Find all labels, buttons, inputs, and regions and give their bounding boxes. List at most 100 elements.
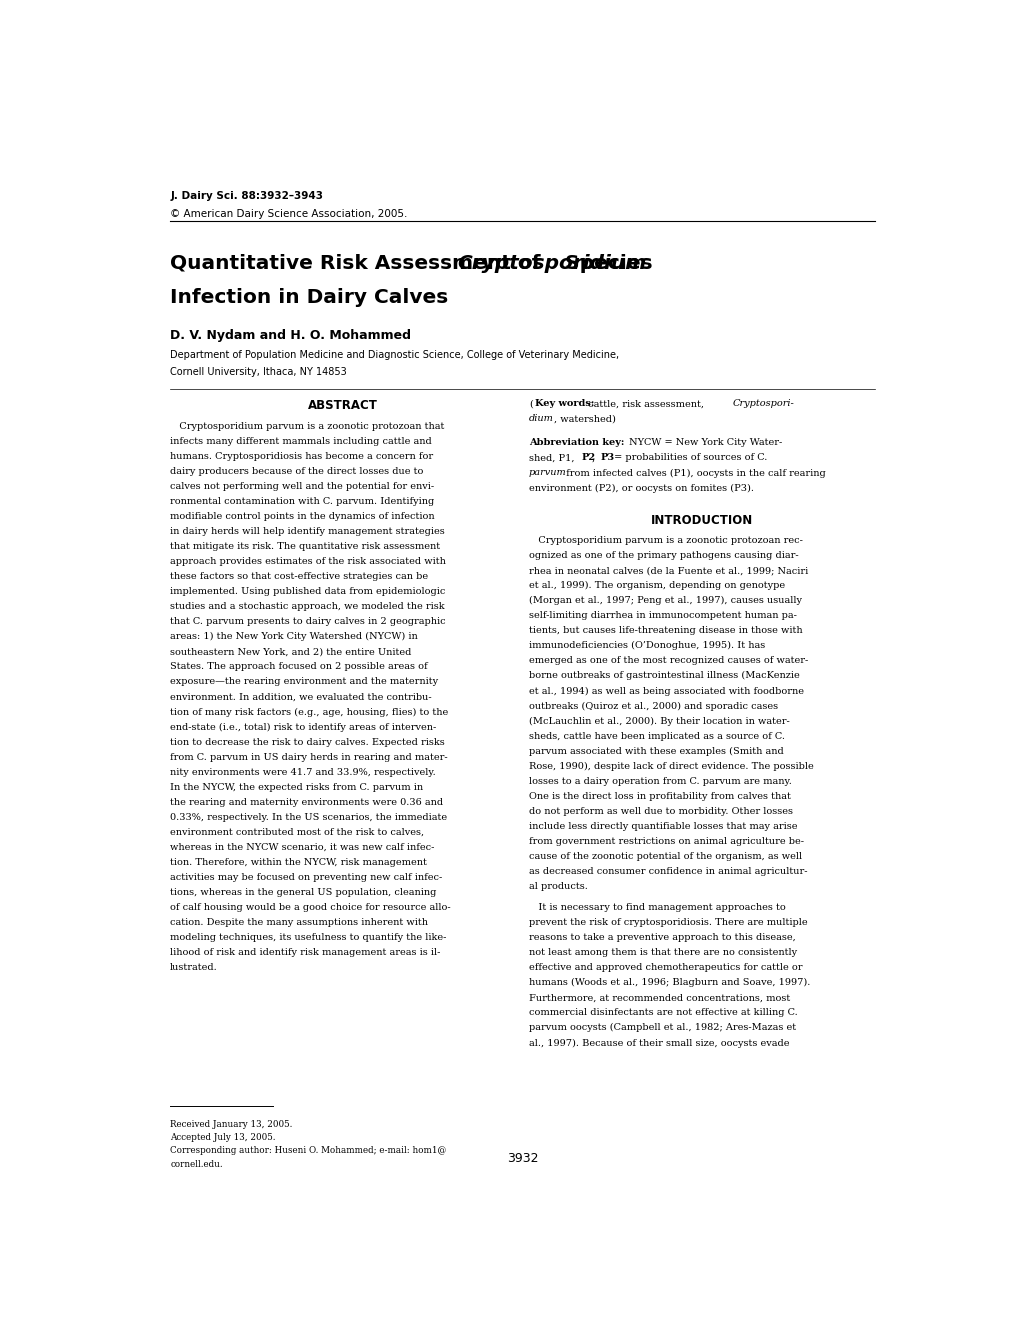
Text: cation. Despite the many assumptions inherent with: cation. Despite the many assumptions inh… [170, 917, 428, 927]
Text: INTRODUCTION: INTRODUCTION [650, 513, 753, 527]
Text: P2: P2 [581, 454, 595, 462]
Text: States. The approach focused on 2 possible areas of: States. The approach focused on 2 possib… [170, 663, 427, 672]
Text: emerged as one of the most recognized causes of water-: emerged as one of the most recognized ca… [529, 656, 807, 665]
Text: environment. In addition, we evaluated the contribu-: environment. In addition, we evaluated t… [170, 693, 431, 701]
Text: (McLauchlin et al., 2000). By their location in water-: (McLauchlin et al., 2000). By their loca… [529, 717, 789, 726]
Text: Cornell University, Ithaca, NY 14853: Cornell University, Ithaca, NY 14853 [170, 367, 346, 376]
Text: parvum associated with these examples (Smith and: parvum associated with these examples (S… [529, 747, 783, 755]
Text: calves not performing well and the potential for envi-: calves not performing well and the poten… [170, 482, 434, 491]
Text: al., 1997). Because of their small size, oocysts evade: al., 1997). Because of their small size,… [529, 1039, 789, 1048]
Text: Corresponding author: Huseni O. Mohammed; e-mail: hom1@: Corresponding author: Huseni O. Mohammed… [170, 1146, 446, 1155]
Text: end-state (i.e., total) risk to identify areas of interven-: end-state (i.e., total) risk to identify… [170, 722, 436, 731]
Text: Rose, 1990), despite lack of direct evidence. The possible: Rose, 1990), despite lack of direct evid… [529, 762, 813, 771]
Text: rhea in neonatal calves (de la Fuente et al., 1999; Naciri: rhea in neonatal calves (de la Fuente et… [529, 566, 807, 576]
Text: of calf housing would be a good choice for resource allo-: of calf housing would be a good choice f… [170, 903, 450, 912]
Text: tion of many risk factors (e.g., age, housing, flies) to the: tion of many risk factors (e.g., age, ho… [170, 708, 448, 717]
Text: parvum oocysts (Campbell et al., 1982; Ares-Mazas et: parvum oocysts (Campbell et al., 1982; A… [529, 1023, 796, 1032]
Text: from government restrictions on animal agriculture be-: from government restrictions on animal a… [529, 837, 803, 846]
Text: 0.33%, respectively. In the US scenarios, the immediate: 0.33%, respectively. In the US scenarios… [170, 813, 447, 822]
Text: infects many different mammals including cattle and: infects many different mammals including… [170, 437, 431, 446]
Text: that mitigate its risk. The quantitative risk assessment: that mitigate its risk. The quantitative… [170, 543, 440, 550]
Text: D. V. Nydam and H. O. Mohammed: D. V. Nydam and H. O. Mohammed [170, 329, 411, 342]
Text: modeling techniques, its usefulness to quantify the like-: modeling techniques, its usefulness to q… [170, 933, 446, 942]
Text: It is necessary to find management approaches to: It is necessary to find management appro… [529, 903, 785, 912]
Text: commercial disinfectants are not effective at killing C.: commercial disinfectants are not effecti… [529, 1008, 797, 1018]
Text: include less directly quantifiable losses that may arise: include less directly quantifiable losse… [529, 822, 797, 830]
Text: not least among them is that there are no consistently: not least among them is that there are n… [529, 948, 797, 957]
Text: reasons to take a preventive approach to this disease,: reasons to take a preventive approach to… [529, 933, 795, 942]
Text: , watershed): , watershed) [553, 414, 614, 424]
Text: environment (P2), or oocysts on fomites (P3).: environment (P2), or oocysts on fomites … [529, 483, 753, 492]
Text: areas: 1) the New York City Watershed (NYCW) in: areas: 1) the New York City Watershed (N… [170, 632, 418, 642]
Text: © American Dairy Science Association, 2005.: © American Dairy Science Association, 20… [170, 210, 408, 219]
Text: P3: P3 [599, 454, 613, 462]
Text: southeastern New York, and 2) the entire United: southeastern New York, and 2) the entire… [170, 647, 411, 656]
Text: environment contributed most of the risk to calves,: environment contributed most of the risk… [170, 828, 424, 837]
Text: lustrated.: lustrated. [170, 964, 218, 973]
Text: 3932: 3932 [506, 1152, 538, 1166]
Text: Key words:: Key words: [535, 399, 594, 408]
Text: NYCW = New York City Water-: NYCW = New York City Water- [625, 438, 781, 447]
Text: In the NYCW, the expected risks from C. parvum in: In the NYCW, the expected risks from C. … [170, 783, 423, 792]
Text: cornell.edu.: cornell.edu. [170, 1159, 222, 1168]
Text: studies and a stochastic approach, we modeled the risk: studies and a stochastic approach, we mo… [170, 602, 444, 611]
Text: implemented. Using published data from epidemiologic: implemented. Using published data from e… [170, 587, 445, 597]
Text: modifiable control points in the dynamics of infection: modifiable control points in the dynamic… [170, 512, 434, 521]
Text: Furthermore, at recommended concentrations, most: Furthermore, at recommended concentratio… [529, 993, 790, 1002]
Text: immunodeficiencies (O’Donoghue, 1995). It has: immunodeficiencies (O’Donoghue, 1995). I… [529, 642, 764, 651]
Text: ,: , [592, 454, 598, 462]
Text: humans. Cryptosporidiosis has become a concern for: humans. Cryptosporidiosis has become a c… [170, 451, 433, 461]
Text: Quantitative Risk Assessment of: Quantitative Risk Assessment of [170, 253, 547, 273]
Text: prevent the risk of cryptosporidiosis. There are multiple: prevent the risk of cryptosporidiosis. T… [529, 917, 807, 927]
Text: et al., 1999). The organism, depending on genotype: et al., 1999). The organism, depending o… [529, 581, 785, 590]
Text: parvum: parvum [529, 469, 567, 478]
Text: dairy producers because of the direct losses due to: dairy producers because of the direct lo… [170, 467, 423, 475]
Text: humans (Woods et al., 1996; Blagburn and Soave, 1997).: humans (Woods et al., 1996; Blagburn and… [529, 978, 810, 987]
Text: outbreaks (Quiroz et al., 2000) and sporadic cases: outbreaks (Quiroz et al., 2000) and spor… [529, 701, 777, 710]
Text: Cryptosporidium: Cryptosporidium [457, 253, 646, 273]
Text: al products.: al products. [529, 882, 587, 891]
Text: tions, whereas in the general US population, cleaning: tions, whereas in the general US populat… [170, 888, 436, 898]
Text: ABSTRACT: ABSTRACT [308, 399, 378, 412]
Text: shed, P1,: shed, P1, [529, 454, 577, 462]
Text: these factors so that cost-effective strategies can be: these factors so that cost-effective str… [170, 572, 428, 581]
Text: cause of the zoonotic potential of the organism, as well: cause of the zoonotic potential of the o… [529, 851, 801, 861]
Text: dium: dium [529, 414, 553, 424]
Text: do not perform as well due to morbidity. Other losses: do not perform as well due to morbidity.… [529, 807, 793, 816]
Text: that C. parvum presents to dairy calves in 2 geographic: that C. parvum presents to dairy calves … [170, 618, 445, 626]
Text: exposure—the rearing environment and the maternity: exposure—the rearing environment and the… [170, 677, 438, 686]
Text: sheds, cattle have been implicated as a source of C.: sheds, cattle have been implicated as a … [529, 731, 785, 741]
Text: Species: Species [557, 253, 651, 273]
Text: Cryptospori-: Cryptospori- [733, 399, 794, 408]
Text: One is the direct loss in profitability from calves that: One is the direct loss in profitability … [529, 792, 790, 801]
Text: losses to a dairy operation from C. parvum are many.: losses to a dairy operation from C. parv… [529, 776, 791, 785]
Text: J. Dairy Sci. 88:3932–3943: J. Dairy Sci. 88:3932–3943 [170, 191, 323, 201]
Text: approach provides estimates of the risk associated with: approach provides estimates of the risk … [170, 557, 445, 566]
Text: nity environments were 41.7 and 33.9%, respectively.: nity environments were 41.7 and 33.9%, r… [170, 768, 435, 776]
Text: Cryptosporidium parvum is a zoonotic protozoan rec-: Cryptosporidium parvum is a zoonotic pro… [529, 536, 802, 545]
Text: cattle, risk assessment,: cattle, risk assessment, [585, 399, 703, 408]
Text: from C. parvum in US dairy herds in rearing and mater-: from C. parvum in US dairy herds in rear… [170, 752, 447, 762]
Text: as decreased consumer confidence in animal agricultur-: as decreased consumer confidence in anim… [529, 867, 807, 876]
Text: Infection in Dairy Calves: Infection in Dairy Calves [170, 289, 448, 308]
Text: self-limiting diarrhea in immunocompetent human pa-: self-limiting diarrhea in immunocompeten… [529, 611, 796, 620]
Text: lihood of risk and identify risk management areas is il-: lihood of risk and identify risk managem… [170, 948, 440, 957]
Text: from infected calves (P1), oocysts in the calf rearing: from infected calves (P1), oocysts in th… [562, 469, 825, 478]
Text: activities may be focused on preventing new calf infec-: activities may be focused on preventing … [170, 873, 442, 882]
Text: ronmental contamination with C. parvum. Identifying: ronmental contamination with C. parvum. … [170, 496, 434, 506]
Text: borne outbreaks of gastrointestinal illness (MacKenzie: borne outbreaks of gastrointestinal illn… [529, 672, 799, 681]
Text: Accepted July 13, 2005.: Accepted July 13, 2005. [170, 1133, 275, 1142]
Text: tients, but causes life-threatening disease in those with: tients, but causes life-threatening dise… [529, 626, 802, 635]
Text: ognized as one of the primary pathogens causing diar-: ognized as one of the primary pathogens … [529, 550, 798, 560]
Text: (Morgan et al., 1997; Peng et al., 1997), causes usually: (Morgan et al., 1997; Peng et al., 1997)… [529, 597, 801, 606]
Text: Abbreviation key:: Abbreviation key: [529, 438, 624, 447]
Text: the rearing and maternity environments were 0.36 and: the rearing and maternity environments w… [170, 797, 443, 807]
Text: (: ( [529, 399, 532, 408]
Text: Cryptosporidium parvum is a zoonotic protozoan that: Cryptosporidium parvum is a zoonotic pro… [170, 421, 444, 430]
Text: in dairy herds will help identify management strategies: in dairy herds will help identify manage… [170, 527, 444, 536]
Text: tion to decrease the risk to dairy calves. Expected risks: tion to decrease the risk to dairy calve… [170, 738, 444, 747]
Text: Department of Population Medicine and Diagnostic Science, College of Veterinary : Department of Population Medicine and Di… [170, 351, 619, 360]
Text: whereas in the NYCW scenario, it was new calf infec-: whereas in the NYCW scenario, it was new… [170, 843, 434, 851]
Text: tion. Therefore, within the NYCW, risk management: tion. Therefore, within the NYCW, risk m… [170, 858, 427, 867]
Text: = probabilities of sources of C.: = probabilities of sources of C. [610, 454, 767, 462]
